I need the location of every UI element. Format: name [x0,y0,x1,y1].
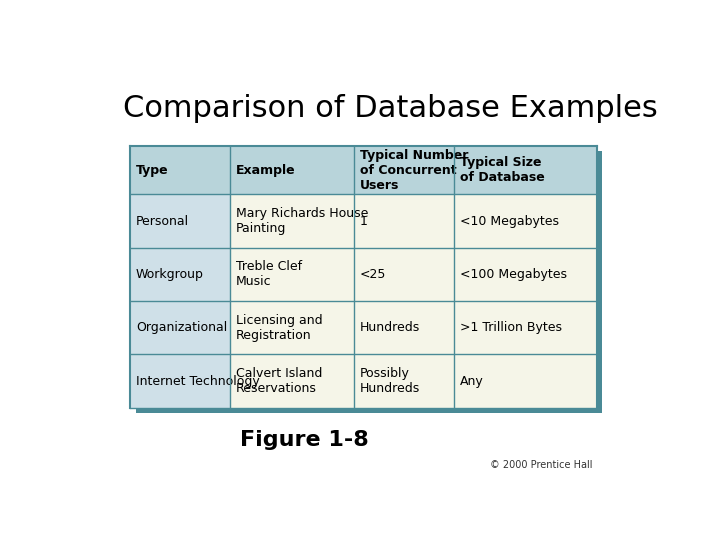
Text: Type: Type [136,164,168,177]
Bar [130,248,230,301]
Bar [130,194,597,248]
Text: Possibly
Hundreds: Possibly Hundreds [360,367,420,395]
Bar [130,354,230,408]
Text: Any: Any [460,375,484,388]
Text: Calvert Island
Reservations: Calvert Island Reservations [236,367,323,395]
Text: <10 Megabytes: <10 Megabytes [460,214,559,227]
Text: Comparison of Database Examples: Comparison of Database Examples [124,94,658,123]
Text: Workgroup: Workgroup [136,268,204,281]
Bar [130,146,597,194]
Text: Typical Size
of Database: Typical Size of Database [460,156,545,184]
Text: Example: Example [236,164,296,177]
Bar [130,194,230,248]
Bar [130,248,597,301]
Text: Figure 1-8: Figure 1-8 [240,430,369,450]
Text: Hundreds: Hundreds [360,321,420,334]
Text: Personal: Personal [136,214,189,227]
Text: Licensing and
Registration: Licensing and Registration [236,314,323,342]
Text: Organizational: Organizational [136,321,227,334]
Text: © 2000 Prentice Hall: © 2000 Prentice Hall [490,460,593,470]
Bar [130,301,597,354]
Text: <25: <25 [360,268,386,281]
Text: 1: 1 [360,214,367,227]
Bar [130,354,597,408]
Bar [136,151,602,413]
Text: Typical Number
of Concurrent
Users: Typical Number of Concurrent Users [360,148,468,192]
Bar [130,301,230,354]
Text: <100 Megabytes: <100 Megabytes [460,268,567,281]
Text: >1 Trillion Bytes: >1 Trillion Bytes [460,321,562,334]
Text: Treble Clef
Music: Treble Clef Music [236,260,302,288]
Text: Internet Technology: Internet Technology [136,375,259,388]
Text: Mary Richards House
Painting: Mary Richards House Painting [236,207,369,235]
